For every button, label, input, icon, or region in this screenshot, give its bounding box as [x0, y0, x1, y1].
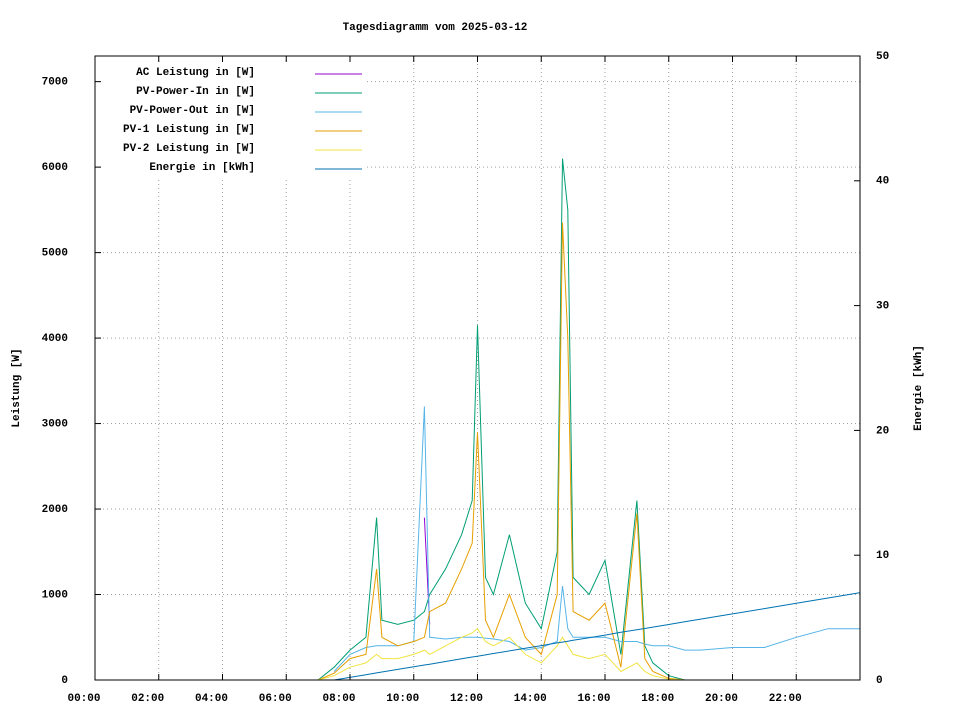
legend-label: PV-Power-Out in [W]: [130, 105, 255, 117]
x-tick-label: 10:00: [386, 693, 419, 705]
series-line: [334, 592, 860, 681]
legend-label: Energie in [kWh]: [149, 162, 255, 174]
legend-label: PV-Power-In in [W]: [136, 86, 255, 98]
plot-border: [94, 55, 861, 681]
y-tick-label: 0: [61, 675, 68, 687]
y2-tick-label: 50: [876, 51, 889, 63]
y-tick-label: 2000: [42, 504, 68, 516]
y-tick-label: 4000: [42, 333, 68, 345]
x-tick-label: 04:00: [195, 693, 228, 705]
legend-box: [100, 62, 365, 180]
x-tick-label: 02:00: [131, 693, 164, 705]
x-tick-label: 08:00: [322, 693, 355, 705]
series-line: [95, 158, 860, 681]
y2-tick-label: 30: [876, 301, 889, 313]
x-tick-label: 12:00: [450, 693, 483, 705]
legend-label: PV-1 Leistung in [W]: [123, 124, 255, 136]
y2-tick-label: 40: [876, 176, 889, 188]
x-tick-label: 00:00: [67, 693, 100, 705]
x-tick-label: 20:00: [705, 693, 738, 705]
y-tick-label: 3000: [42, 418, 68, 430]
y-axis-label: Leistung [W]: [11, 348, 23, 427]
x-tick-label: 22:00: [769, 693, 802, 705]
y-tick-label: 1000: [42, 589, 68, 601]
y2-tick-label: 0: [876, 675, 883, 687]
x-tick-label: 18:00: [641, 693, 674, 705]
axes: 0 1000 2000 3000 4000 5000 6000 7000 0 10 20 30 40 50…: [42, 51, 890, 705]
y-tick-label: 7000: [42, 77, 68, 89]
y2-axis-label: Energie [kWh]: [913, 345, 925, 431]
y2-tick-label: 10: [876, 550, 889, 562]
y-tick-label: 6000: [42, 162, 68, 174]
legend-label: AC Leistung in [W]: [136, 67, 255, 79]
legend: AC Leistung in [W] PV-Power-In in [W] PV-P…: [100, 62, 365, 180]
y-tick-label: 5000: [42, 248, 68, 260]
x-tick-label: 14:00: [514, 693, 547, 705]
y2-tick-label: 20: [876, 425, 889, 437]
chart-title: Tagesdiagramm vom 2025-03-12: [343, 22, 528, 34]
x-tick-label: 16:00: [577, 693, 610, 705]
legend-label: PV-2 Leistung in [W]: [123, 143, 255, 155]
x-tick-label: 06:00: [259, 693, 292, 705]
